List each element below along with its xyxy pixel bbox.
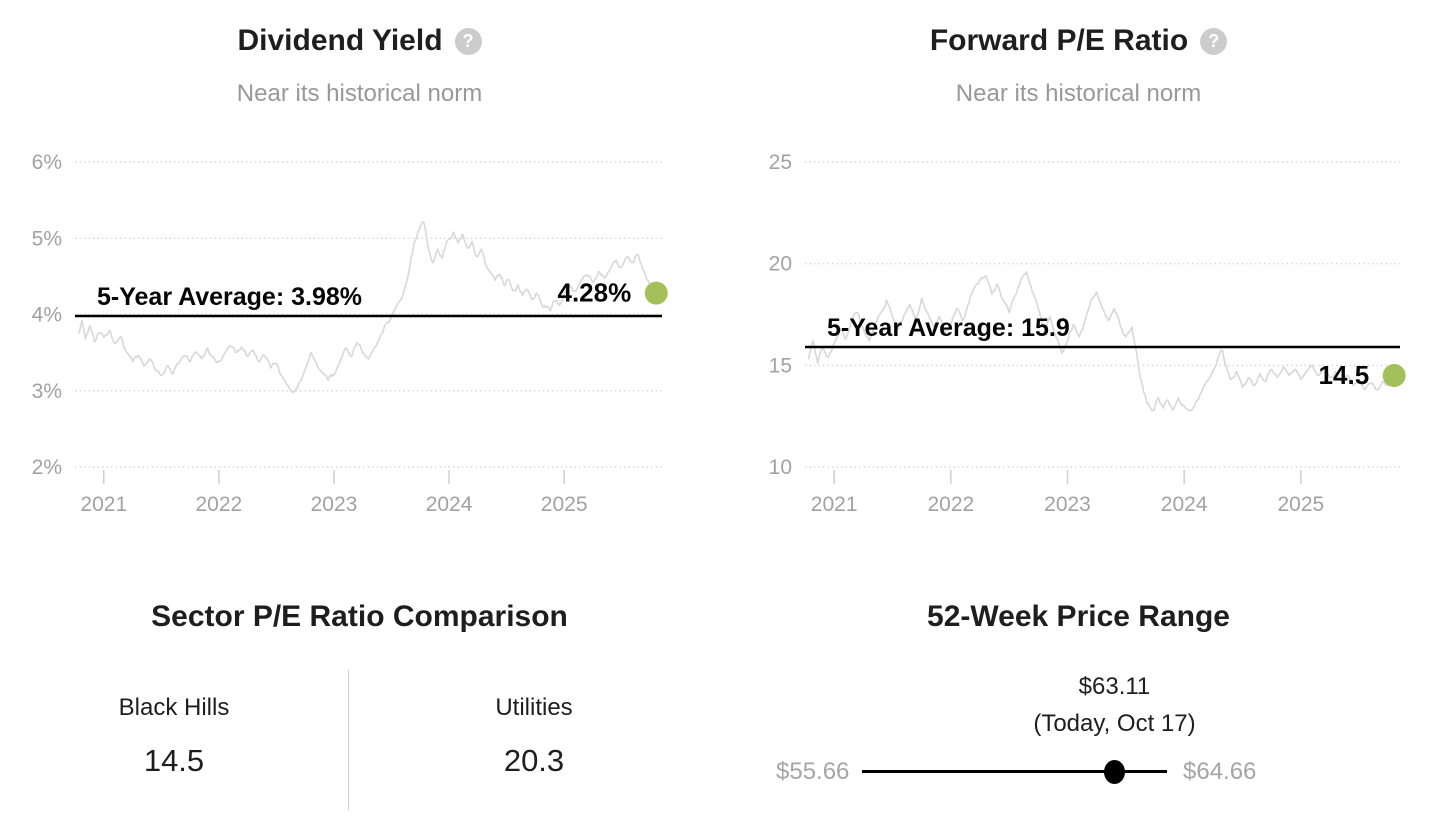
svg-text:2022: 2022 [196, 493, 243, 516]
price-range-widget: $63.11 (Today, Oct 17) $55.66 $64.66 [719, 634, 1438, 824]
sector-pe-comparison-header: Sector P/E Ratio Comparison [0, 600, 719, 634]
price-range-track [862, 759, 1167, 785]
price-range-marker [1103, 760, 1125, 784]
bottom-row: Sector P/E Ratio Comparison Black Hills … [0, 560, 1438, 840]
help-icon[interactable]: ? [1200, 27, 1228, 55]
price-low-label: $55.66 [776, 758, 850, 785]
svg-text:14.5: 14.5 [1319, 360, 1370, 390]
forward-pe-chart: 25 20 15 10 2021 2022 2023 2024 2025 5-Year Avera… [719, 134, 1438, 534]
forward-pe-header: Forward P/E Ratio ? [719, 24, 1438, 58]
company-pe-value: 14.5 [143, 743, 205, 778]
price-range-title: 52-Week Price Range [927, 600, 1230, 633]
svg-text:15: 15 [769, 354, 792, 377]
company-column: Black Hills 14.5 [0, 670, 348, 810]
sector-name-label: Utilities [495, 694, 573, 721]
sector-pe-comparison-title: Sector P/E Ratio Comparison [151, 600, 568, 633]
sector-pe-value: 20.3 [503, 743, 565, 778]
sector-pe-comparison-table: Black Hills 14.5 Utilities 20.3 [0, 670, 719, 810]
price-range-row: $55.66 $64.66 [776, 758, 1256, 786]
svg-text:5-Year Average: 3.98%: 5-Year Average: 3.98% [97, 283, 362, 311]
svg-text:2025: 2025 [541, 493, 588, 516]
price-range-line [862, 770, 1167, 773]
price-current-block: $63.11 (Today, Oct 17) [1033, 668, 1195, 742]
svg-text:3%: 3% [32, 380, 62, 403]
price-range-header: 52-Week Price Range [719, 600, 1438, 634]
dividend-yield-chart: 6% 5% 4% 3% 2% 2021 2022 2023 2024 2025 5-Year Ave… [0, 134, 719, 534]
price-range-panel: 52-Week Price Range $63.11 (Today, Oct 1… [719, 560, 1438, 840]
dividend-yield-subtitle: Near its historical norm [236, 80, 483, 107]
svg-text:2024: 2024 [1161, 493, 1208, 516]
dividend-yield-header: Dividend Yield ? [0, 24, 719, 58]
svg-text:2023: 2023 [311, 493, 358, 516]
svg-text:2021: 2021 [811, 493, 858, 516]
svg-text:2022: 2022 [927, 493, 974, 516]
dividend-yield-panel: Dividend Yield ? Near its historical nor… [0, 0, 719, 560]
svg-text:4.28%: 4.28% [558, 278, 632, 308]
forward-pe-subtitle: Near its historical norm [955, 80, 1202, 107]
svg-text:2025: 2025 [1277, 493, 1324, 516]
price-high-label: $64.66 [1183, 758, 1257, 785]
svg-text:2%: 2% [32, 456, 62, 479]
sector-column: Utilities 20.3 [348, 670, 719, 810]
svg-text:2021: 2021 [80, 493, 127, 516]
svg-text:10: 10 [769, 456, 792, 479]
svg-text:5%: 5% [32, 227, 62, 250]
company-name-label: Black Hills [118, 694, 230, 721]
price-current-value: $63.11 [1078, 673, 1151, 700]
forward-pe-title: Forward P/E Ratio [929, 24, 1189, 57]
svg-text:2023: 2023 [1044, 493, 1091, 516]
svg-text:6%: 6% [32, 151, 62, 174]
svg-text:25: 25 [769, 151, 792, 174]
price-current-note: (Today, Oct 17) [1033, 710, 1196, 737]
forward-pe-line-chart: 25 20 15 10 2021 2022 2023 2024 2025 5-Year Avera… [769, 151, 1406, 516]
forward-pe-panel: Forward P/E Ratio ? Near its historical … [719, 0, 1438, 560]
top-row: Dividend Yield ? Near its historical nor… [0, 0, 1438, 560]
svg-text:4%: 4% [32, 304, 62, 327]
help-icon[interactable]: ? [454, 27, 482, 55]
svg-text:5-Year Average: 15.9: 5-Year Average: 15.9 [827, 314, 1070, 342]
svg-text:20: 20 [769, 253, 792, 276]
dividend-yield-title: Dividend Yield [237, 24, 443, 57]
dividend-yield-line-chart: 6% 5% 4% 3% 2% 2021 2022 2023 2024 2025 5-Year Ave… [32, 151, 668, 516]
svg-text:2024: 2024 [426, 493, 473, 516]
sector-pe-comparison-panel: Sector P/E Ratio Comparison Black Hills … [0, 560, 719, 840]
